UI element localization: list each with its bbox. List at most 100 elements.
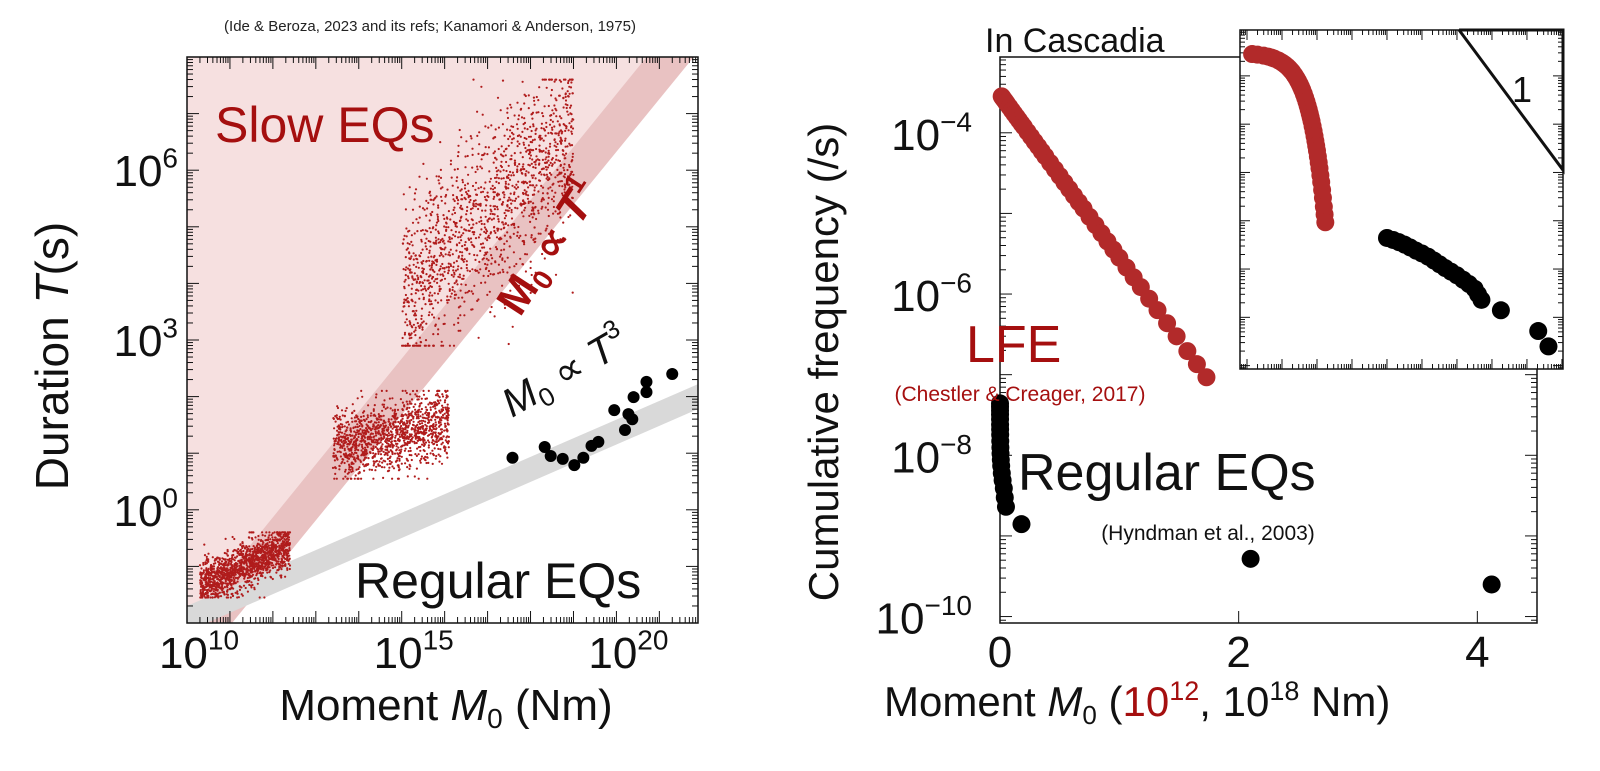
slow-eq-point [533,212,536,215]
slow-eq-point [333,444,336,447]
slow-eq-point [556,142,559,146]
slow-eq-point [229,575,232,578]
slow-eq-point [355,420,358,423]
slow-eq-point [412,252,415,255]
slow-eq-point [564,145,567,148]
slow-eq-point [475,202,478,205]
slow-eq-point [255,564,258,567]
slow-eq-point [391,435,394,439]
regular-eq-point [996,497,1015,516]
slow-eq-point [356,423,359,426]
slow-eq-point [501,201,505,204]
slow-eq-point [204,573,207,576]
slow-eq-point [281,531,284,534]
slow-eq-point [486,191,489,194]
slow-eq-point [357,435,360,439]
slow-eq-point [493,150,496,153]
slow-eq-point [484,267,487,271]
slow-eq-point [339,439,342,442]
slow-eq-point [493,136,496,139]
slow-eq-point [552,182,555,185]
slow-eq-point [261,549,265,552]
slow-eqs-label: Slow EQs [215,97,435,153]
slow-eq-point [226,572,230,575]
slow-eq-point [490,210,493,213]
slow-eq-point [386,454,389,457]
slow-eq-point [516,168,519,171]
slow-eq-point [375,459,378,463]
slow-eq-point [407,301,410,304]
slow-eq-point [352,426,355,429]
slow-eq-point [424,455,427,458]
slow-eq-point [419,341,423,344]
slow-eq-point [478,143,481,146]
slow-eq-point [445,229,448,232]
slow-eq-point [539,136,542,139]
slow-eq-point [414,188,418,191]
slow-eq-point [451,253,454,256]
slow-eq-point [503,217,506,220]
slow-eq-point [219,572,222,575]
slow-eq-point [398,459,401,462]
slow-eq-point [548,171,552,175]
slow-eq-point [267,536,270,539]
slow-eq-point [421,413,424,416]
slow-eq-point [254,557,258,560]
slow-eq-point [476,110,479,113]
slow-eq-point [539,232,542,235]
slow-eq-point [375,438,378,442]
slow-eq-point [533,189,536,192]
slow-eq-point [428,298,431,301]
slow-eq-point [422,389,425,392]
slow-eq-point [561,149,564,152]
slow-eq-point [278,531,281,534]
slow-eq-point [416,274,419,277]
slow-eq-point [548,78,551,81]
slow-eq-point [440,199,443,202]
slow-eq-point [255,567,258,571]
slow-eq-point [230,579,233,582]
slow-eq-point [225,593,228,596]
slow-eq-point [540,122,544,125]
slow-eq-point [262,559,265,563]
slow-eq-point [495,176,498,179]
slow-eq-point [428,294,431,297]
slow-eq-point [458,276,462,279]
slow-eq-point [406,275,410,278]
slow-eq-point [333,427,336,430]
slow-eq-point [384,452,387,455]
slow-eq-point [531,184,534,187]
slow-eq-point [420,238,423,241]
slow-eq-point [451,184,454,187]
slow-eq-point [412,258,415,261]
slow-eq-point [570,120,573,123]
slow-eq-point [418,395,421,398]
slow-eq-point [253,567,256,571]
slow-eq-point [406,429,409,432]
slow-eq-point [449,159,453,162]
slow-eq-point [538,144,541,147]
slow-eq-point [457,329,460,332]
slow-eq-point [527,94,530,97]
slow-eq-point [489,232,492,235]
slow-eq-point [561,197,565,200]
cumulative-frequency-plot: 1 In Cascadia LFE (Chestler & Creager, 2… [800,22,1565,730]
slow-eq-point [421,426,424,429]
slow-eq-point [233,537,236,541]
slow-eq-point [504,214,508,217]
slow-eq-point [478,131,481,134]
slow-eq-point [437,292,440,295]
slow-eq-point [385,438,388,441]
slow-eq-point [287,538,290,541]
slow-eq-point [550,173,553,176]
slow-eq-point [527,201,530,205]
slow-eq-point [529,135,533,138]
slow-eq-point [439,246,442,249]
slow-eq-point [229,569,232,573]
slow-eq-point [256,577,259,580]
slow-eq-point [420,229,423,232]
slow-eq-point [335,416,338,419]
slow-eq-point [463,314,466,317]
slow-eq-point [449,264,453,268]
slow-eq-point [403,298,406,301]
